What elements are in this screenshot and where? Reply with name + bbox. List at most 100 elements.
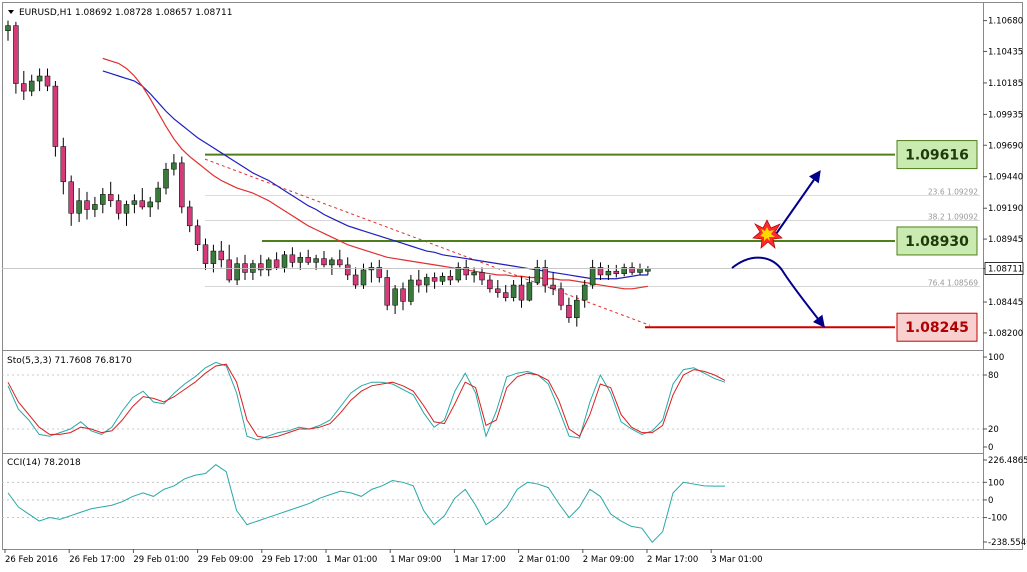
- stochastic-main-line: [7, 361, 726, 441]
- bull-candle: [423, 277, 430, 286]
- price-tick-label: 1.08945: [988, 235, 1023, 245]
- fibonacci-levels: 23.6 1.09292 38.2 1.09092 76.4 1.08569: [205, 187, 980, 287]
- fib-label: 23.6 1.09292: [928, 187, 978, 196]
- bear-candle: [352, 274, 359, 286]
- bear-candle: [613, 270, 620, 274]
- stochastic-levels: [2, 374, 983, 430]
- bull-candle: [313, 258, 319, 263]
- bull-candle: [581, 284, 588, 301]
- cci-levels: [2, 481, 983, 518]
- bear-candle: [44, 75, 51, 87]
- bear-candle: [179, 162, 185, 208]
- bear-candle: [479, 272, 485, 281]
- bear-candle: [13, 25, 19, 84]
- bear-candle: [487, 279, 493, 290]
- bull-candle: [147, 201, 153, 208]
- bear-candle: [558, 288, 564, 306]
- stochastic-tick-label: 0: [988, 443, 993, 453]
- level-value: 1.08930: [905, 234, 969, 250]
- price-tick-label: 1.10680: [988, 17, 1023, 27]
- bear-candle: [60, 146, 67, 183]
- level-labels: 1.09616 1.08930 1.08245: [896, 140, 978, 342]
- bear-candle: [542, 267, 548, 286]
- bear-candle: [566, 304, 572, 319]
- level-box: [896, 226, 978, 256]
- moving-average-blue: [102, 70, 648, 280]
- time-axis: 26 Feb 2016 26 Feb 17:00 29 Feb 01:00 29 Fe…: [4, 549, 763, 565]
- bear-candle: [218, 250, 225, 261]
- bull-candle: [28, 80, 35, 92]
- bullish-scenario-arrow: [775, 170, 821, 235]
- bear-candle: [384, 277, 390, 306]
- time-tick-label: 29 Feb 17:00: [262, 555, 318, 565]
- bull-candle: [36, 75, 43, 82]
- bear-candle: [400, 288, 406, 302]
- time-tick-label: 3 Mar 01:00: [711, 555, 762, 565]
- stochastic-tick-label: 100: [988, 353, 1004, 363]
- symbol-info: EURUSD,H1 1.08692 1.08728 1.08657 1.0871…: [19, 8, 232, 18]
- bull-candle: [471, 272, 477, 276]
- bear-candle: [84, 200, 90, 210]
- key-level-lines: [205, 153, 895, 329]
- price-tick-label: 1.10435: [988, 47, 1023, 57]
- stochastic-pane: Sto(5,3,3) 71.7608 76.8170 100 80 20 0: [2, 353, 1004, 453]
- cci-tick-label: -238.5546: [988, 538, 1027, 548]
- bear-candle: [344, 264, 351, 276]
- bull-candle: [574, 299, 580, 319]
- fib-label: 38.2 1.09092: [928, 213, 978, 222]
- bearish-scenario-arrow: [731, 256, 825, 328]
- bear-candle: [258, 263, 264, 271]
- stochastic-tick-label: 80: [988, 371, 999, 381]
- time-tick-label: 1 Mar 01:00: [326, 555, 377, 565]
- bear-candle: [502, 292, 509, 298]
- time-tick-label: 26 Feb 2016: [5, 555, 58, 565]
- time-tick-label: 2 Mar 09:00: [583, 555, 634, 565]
- cci-label: CCI(14) 78.2018: [7, 458, 81, 468]
- bull-candle: [155, 187, 161, 203]
- bear-candle: [139, 200, 146, 208]
- stochastic-label: Sto(5,3,3) 71.7608 76.8170: [7, 356, 132, 366]
- time-tick-label: 29 Feb 01:00: [133, 555, 189, 565]
- cci-tick-label: 226.4865: [988, 456, 1027, 466]
- stochastic-signal-line: [7, 363, 726, 439]
- bull-candle: [589, 267, 596, 286]
- bear-candle: [107, 194, 114, 201]
- price-tick-label: 1.10185: [988, 79, 1023, 89]
- bull-candle: [534, 267, 541, 283]
- bull-candle: [510, 284, 517, 298]
- price-pane: 23.6 1.09292 38.2 1.09092 76.4 1.08569 1.0…: [2, 8, 1024, 342]
- time-tick-label: 1 Mar 09:00: [390, 555, 441, 565]
- bull-candle: [100, 194, 106, 205]
- bear-candle: [337, 259, 343, 266]
- cci-tick-label: 0: [988, 496, 993, 506]
- fib-label: 76.4 1.08569: [928, 278, 978, 287]
- cci-tick-label: -100: [988, 514, 1007, 524]
- price-tick-label: 1.08445: [988, 298, 1023, 308]
- bear-candle: [321, 258, 327, 266]
- bull-candle: [92, 204, 98, 210]
- bear-candle: [629, 267, 635, 273]
- bear-candle: [305, 257, 311, 263]
- symbol-menu-icon[interactable]: [8, 10, 14, 14]
- bear-candle: [242, 263, 248, 273]
- bull-candle: [455, 267, 462, 281]
- level-box: [896, 140, 978, 170]
- bear-candle: [550, 284, 556, 290]
- bull-candle: [5, 25, 11, 31]
- price-tick-label: 1.09190: [988, 204, 1023, 214]
- bull-candle: [329, 259, 335, 266]
- time-tick-label: 26 Feb 17:00: [69, 555, 125, 565]
- bear-candle: [194, 225, 201, 245]
- bear-candle: [597, 267, 604, 276]
- bear-candle: [518, 284, 525, 301]
- bull-candle: [210, 250, 217, 264]
- bull-candle: [526, 282, 533, 301]
- bear-candle: [202, 244, 209, 264]
- time-tick-label: 2 Mar 17:00: [647, 555, 698, 565]
- bear-candle: [68, 181, 74, 214]
- bull-candle: [265, 259, 272, 271]
- bull-candle: [281, 254, 288, 268]
- level-value: 1.08245: [905, 320, 969, 336]
- bull-candle: [645, 268, 651, 272]
